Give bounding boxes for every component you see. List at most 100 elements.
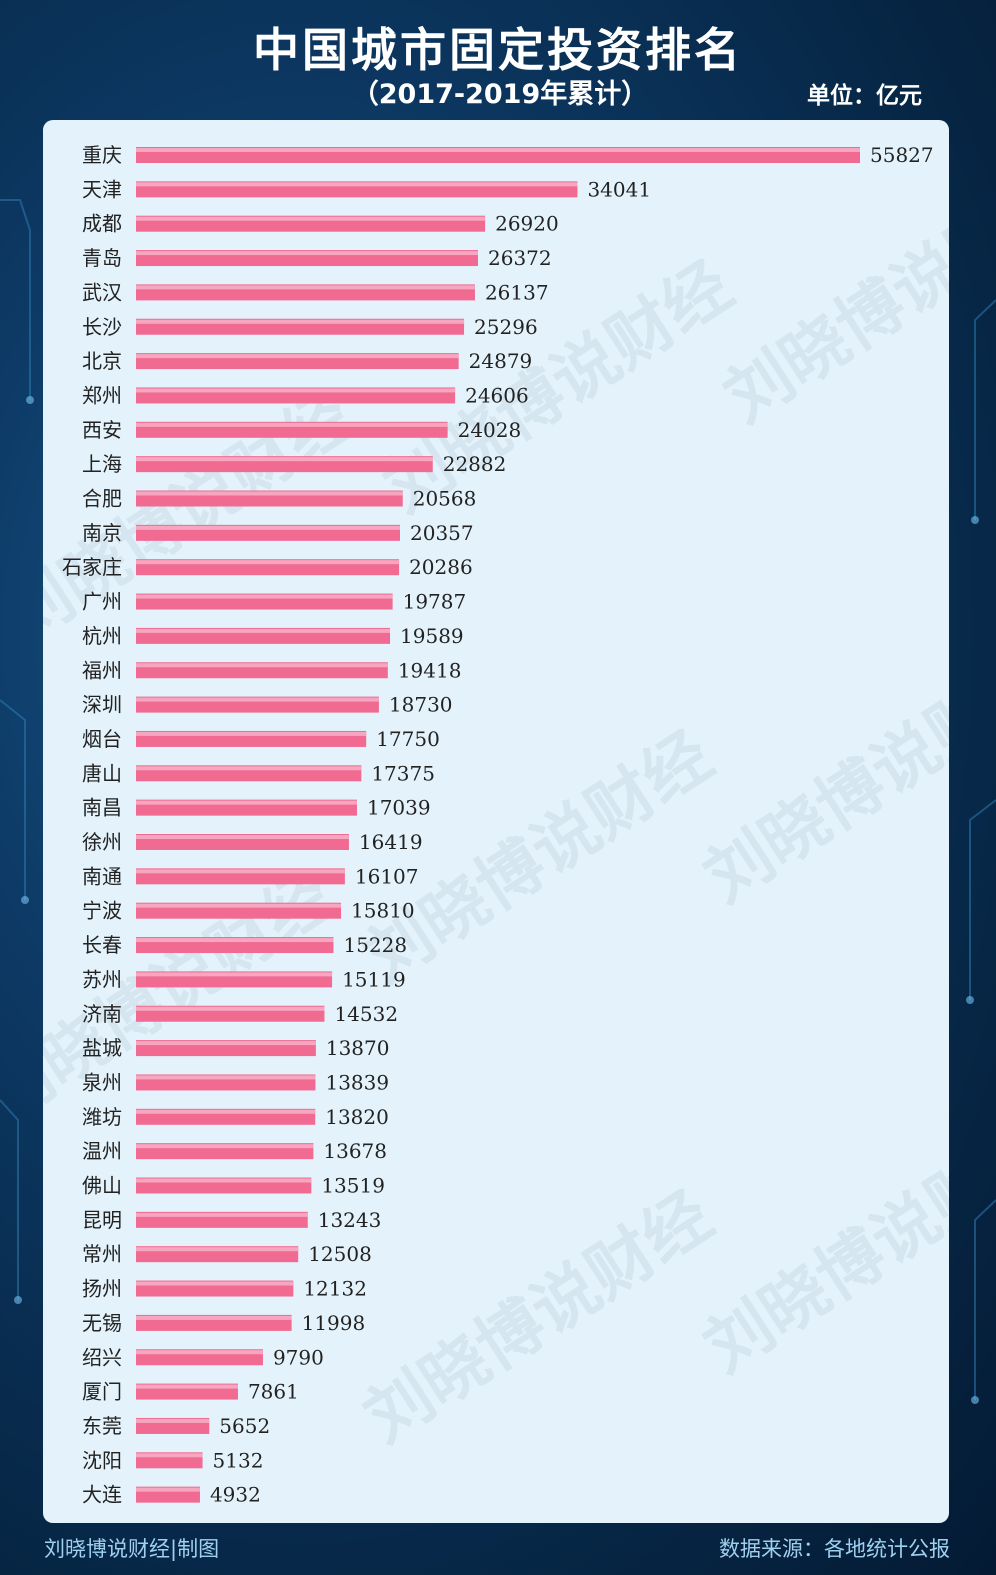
value-label: 5652 (219, 1414, 270, 1438)
value-label: 20286 (409, 555, 473, 579)
category-label: 长沙 (82, 315, 122, 339)
bar-highlight (136, 594, 393, 599)
value-label: 19589 (400, 624, 464, 648)
category-label: 苏州 (82, 967, 122, 991)
category-label: 扬州 (82, 1277, 122, 1301)
category-label: 长春 (82, 933, 122, 957)
value-label: 19418 (398, 658, 462, 682)
value-label: 13870 (326, 1036, 390, 1060)
value-label: 15810 (351, 899, 415, 923)
category-label: 昆明 (82, 1208, 122, 1232)
value-label: 26920 (495, 212, 559, 236)
value-label: 17039 (367, 796, 431, 820)
value-label: 16107 (355, 864, 419, 888)
bar-highlight (136, 1075, 316, 1080)
unit-label: 单位：亿元 (807, 83, 922, 109)
bar-highlight (136, 903, 342, 908)
bar-highlight (136, 1212, 308, 1217)
bar-highlight (136, 354, 459, 359)
value-label: 12508 (308, 1242, 372, 1266)
bar-highlight (136, 1350, 263, 1355)
bar-highlight (136, 525, 401, 530)
bar-highlight (136, 972, 333, 977)
category-label: 南通 (82, 864, 122, 888)
category-label: 东莞 (82, 1414, 122, 1438)
value-label: 9790 (273, 1345, 324, 1369)
value-label: 13519 (321, 1174, 385, 1198)
category-label: 佛山 (82, 1174, 122, 1198)
bar-highlight (136, 422, 448, 427)
value-label: 19787 (403, 590, 467, 614)
bar-highlight (136, 869, 345, 874)
bar-highlight (136, 1315, 292, 1320)
value-label: 20568 (413, 487, 477, 511)
category-label: 福州 (82, 658, 122, 682)
bar-highlight (136, 938, 334, 943)
bar-highlight (136, 663, 388, 668)
category-label: 宁波 (82, 899, 122, 923)
value-label: 7861 (248, 1380, 299, 1404)
bar-highlight (136, 1487, 200, 1492)
value-label: 34041 (587, 177, 651, 201)
bar-highlight (136, 800, 357, 805)
category-label: 南昌 (82, 796, 122, 820)
value-label: 24879 (469, 349, 533, 373)
footer-source: 数据来源：各地统计公报 (719, 1537, 950, 1561)
bar-highlight (136, 319, 465, 324)
bar-highlight (136, 1178, 312, 1183)
bar-highlight (136, 182, 578, 187)
bar-highlight (136, 560, 400, 565)
value-label: 16419 (359, 830, 423, 854)
category-label: 重庆 (82, 143, 122, 167)
category-label: 广州 (82, 590, 122, 614)
category-label: 潍坊 (82, 1105, 122, 1129)
bar-highlight (136, 766, 362, 771)
category-label: 武汉 (82, 280, 122, 304)
chart-panel: 刘晓博说财经 刘晓博说财经 刘晓博说财经 刘晓博说财经 刘晓博说财经 刘晓博说财… (43, 120, 949, 1523)
category-label: 深圳 (82, 693, 122, 717)
bar-highlight (136, 1281, 294, 1286)
bar-highlight (136, 148, 860, 152)
category-label: 大连 (82, 1483, 122, 1507)
category-label: 西安 (82, 418, 122, 442)
value-label: 12132 (303, 1277, 367, 1301)
value-label: 24028 (458, 418, 522, 442)
category-label: 厦门 (82, 1380, 122, 1404)
bar-highlight (136, 628, 391, 633)
category-label: 济南 (82, 1002, 122, 1026)
value-label: 15119 (342, 967, 406, 991)
value-label: 26372 (488, 246, 552, 270)
bar-highlight (136, 285, 475, 290)
category-label: 泉州 (82, 1070, 122, 1094)
category-label: 青岛 (82, 246, 122, 270)
category-label: 无锡 (82, 1311, 122, 1335)
bar-highlight (136, 251, 479, 256)
bar-highlight (136, 457, 433, 462)
value-label: 18730 (389, 693, 453, 717)
bar-highlight (136, 388, 456, 393)
category-label: 天津 (82, 177, 122, 201)
category-label: 烟台 (82, 727, 122, 751)
category-label: 石家庄 (62, 555, 122, 579)
bar-highlight (136, 1384, 238, 1389)
bar-highlight (136, 1041, 316, 1046)
category-label: 绍兴 (82, 1345, 122, 1369)
value-label: 5132 (213, 1448, 264, 1472)
bar-highlight (136, 1418, 210, 1423)
value-label: 4932 (210, 1483, 261, 1507)
bar-highlight (136, 731, 367, 736)
bar-highlight (136, 1006, 325, 1011)
category-label: 杭州 (82, 624, 122, 648)
category-label: 合肥 (82, 487, 122, 511)
category-label: 上海 (82, 452, 122, 476)
bar-highlight (136, 835, 349, 839)
bar-highlight (136, 491, 403, 496)
footer-credit: 刘晓博说财经|制图 (44, 1537, 220, 1561)
bar-highlight (136, 1247, 299, 1252)
category-label: 常州 (82, 1242, 122, 1266)
category-label: 成都 (82, 212, 122, 236)
category-label: 南京 (82, 521, 122, 545)
category-label: 沈阳 (82, 1448, 122, 1472)
value-label: 20357 (410, 521, 474, 545)
